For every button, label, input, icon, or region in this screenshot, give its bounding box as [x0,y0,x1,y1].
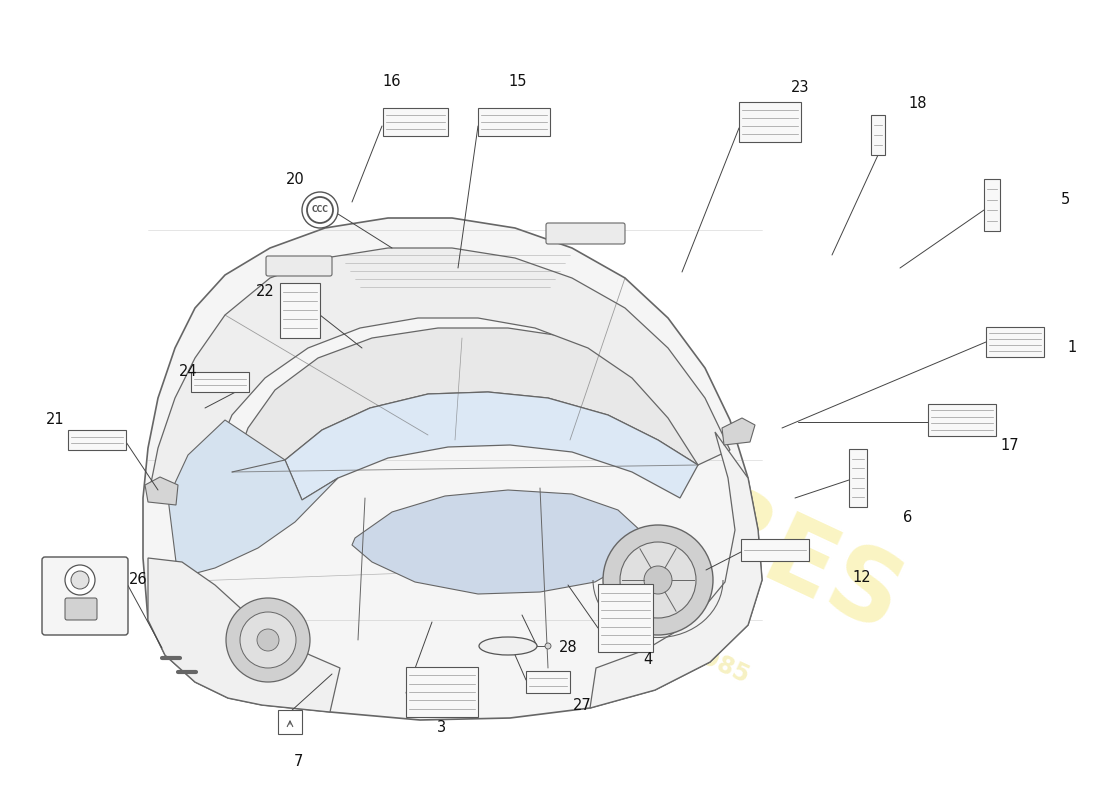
Text: 27: 27 [573,698,592,713]
Circle shape [72,571,89,589]
FancyBboxPatch shape [383,108,448,136]
Polygon shape [145,477,178,505]
Circle shape [257,629,279,651]
FancyBboxPatch shape [68,430,126,450]
Text: 23: 23 [791,81,810,95]
FancyBboxPatch shape [278,710,303,734]
Text: a classic & vintage parts since 1985: a classic & vintage parts since 1985 [308,462,752,687]
FancyBboxPatch shape [984,179,1000,231]
Text: 6: 6 [903,510,913,526]
Circle shape [620,542,696,618]
Text: 26: 26 [129,573,147,587]
Text: 24: 24 [178,365,197,379]
Text: 4: 4 [644,653,652,667]
FancyBboxPatch shape [546,223,625,244]
Text: 22: 22 [255,285,274,299]
Text: 7: 7 [294,754,302,770]
FancyBboxPatch shape [741,539,808,561]
Ellipse shape [478,637,537,655]
FancyBboxPatch shape [849,449,867,507]
Text: 21: 21 [46,413,64,427]
Polygon shape [148,558,340,712]
FancyBboxPatch shape [526,671,570,693]
Circle shape [240,612,296,668]
FancyBboxPatch shape [406,667,478,717]
Text: 12: 12 [852,570,871,586]
Text: 20: 20 [286,173,305,187]
Text: 17: 17 [1001,438,1020,453]
Circle shape [65,565,95,595]
Polygon shape [168,420,338,578]
Text: 28: 28 [559,641,578,655]
Circle shape [603,525,713,635]
FancyBboxPatch shape [65,598,97,620]
Polygon shape [590,432,762,708]
FancyBboxPatch shape [191,372,249,392]
Text: 16: 16 [383,74,402,90]
FancyBboxPatch shape [739,102,801,142]
FancyBboxPatch shape [597,584,652,652]
Text: EUROSPARES: EUROSPARES [204,254,916,656]
Polygon shape [143,218,762,720]
Circle shape [226,598,310,682]
Text: 3: 3 [438,721,447,735]
FancyBboxPatch shape [266,256,332,276]
FancyBboxPatch shape [42,557,128,635]
FancyBboxPatch shape [986,327,1044,357]
Circle shape [644,566,672,594]
Polygon shape [232,328,698,472]
FancyBboxPatch shape [280,282,320,338]
Circle shape [544,643,551,649]
Circle shape [302,192,338,228]
Text: CCC: CCC [311,206,329,214]
Text: 15: 15 [508,74,527,90]
Text: 1: 1 [1067,341,1077,355]
FancyBboxPatch shape [871,115,886,155]
Polygon shape [148,248,730,498]
Text: 18: 18 [909,95,927,110]
FancyBboxPatch shape [928,404,996,436]
FancyBboxPatch shape [478,108,550,136]
Polygon shape [285,392,698,500]
Polygon shape [722,418,755,445]
Polygon shape [352,490,642,594]
Text: 5: 5 [1060,193,1069,207]
